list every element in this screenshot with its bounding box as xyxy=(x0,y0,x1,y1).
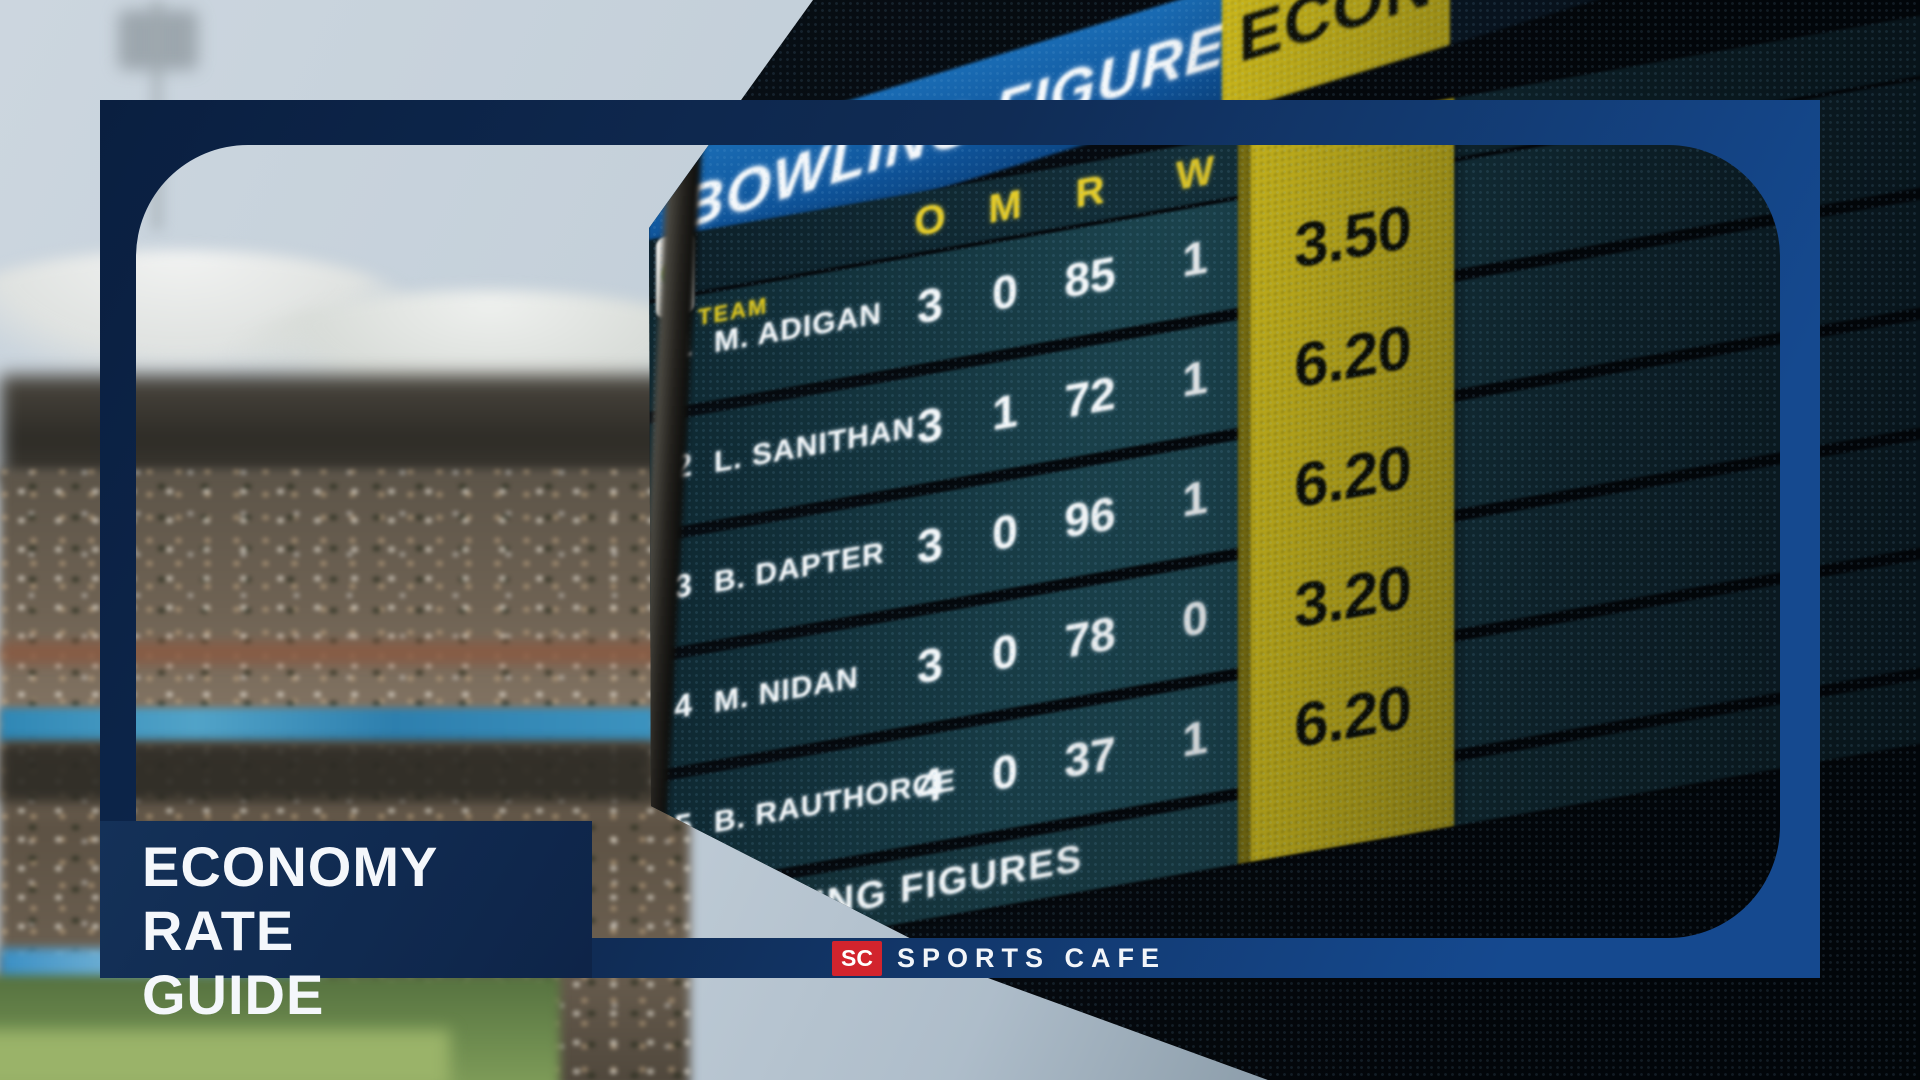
brand-name: SPORTS CAFE xyxy=(897,942,1167,973)
title-panel: ECONOMY RATE GUIDE xyxy=(100,821,592,1026)
brand-lockup: SC SPORTS CAFE xyxy=(832,940,1166,976)
field-highlight xyxy=(0,1030,450,1080)
page-title-line2: GUIDE xyxy=(142,963,325,1026)
page-title-line1: ECONOMY RATE xyxy=(142,835,438,962)
stand-tier-band xyxy=(0,642,660,664)
sc-logo-badge: SC xyxy=(832,940,882,976)
